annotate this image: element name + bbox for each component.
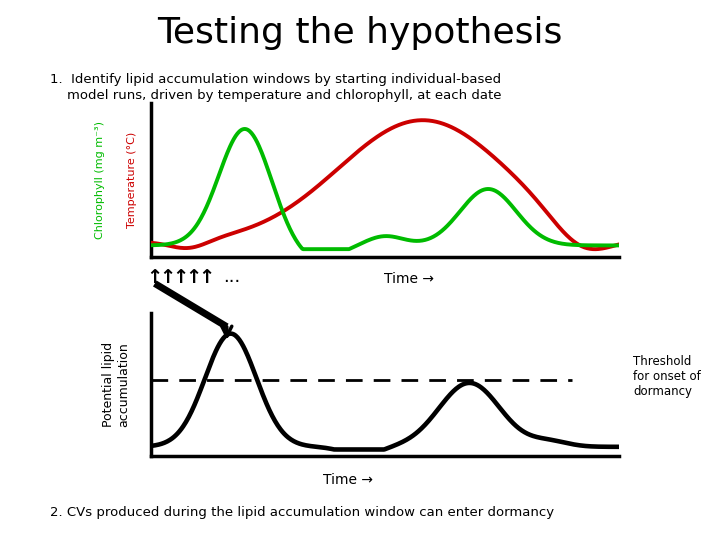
- Text: model runs, driven by temperature and chlorophyll, at each date: model runs, driven by temperature and ch…: [50, 89, 502, 102]
- Text: ↑: ↑: [199, 267, 215, 287]
- Text: ↑: ↑: [173, 267, 189, 287]
- Text: Testing the hypothesis: Testing the hypothesis: [157, 16, 563, 50]
- Text: Chlorophyll (mg m⁻³): Chlorophyll (mg m⁻³): [95, 120, 104, 239]
- Text: 2. CVs produced during the lipid accumulation window can enter dormancy: 2. CVs produced during the lipid accumul…: [50, 507, 554, 519]
- Text: Temperature (°C): Temperature (°C): [127, 131, 138, 228]
- Text: ↑: ↑: [147, 267, 163, 287]
- Text: Potential lipid
accumulation: Potential lipid accumulation: [102, 342, 130, 427]
- Text: Threshold
for onset of
dormancy: Threshold for onset of dormancy: [634, 355, 701, 397]
- Text: ↑: ↑: [186, 267, 202, 287]
- Text: Time →: Time →: [384, 272, 433, 286]
- Text: Time →: Time →: [323, 474, 373, 488]
- Text: 1.  Identify lipid accumulation windows by starting individual-based: 1. Identify lipid accumulation windows b…: [50, 73, 502, 86]
- Text: ↑: ↑: [160, 267, 176, 287]
- Text: ...: ...: [223, 268, 240, 286]
